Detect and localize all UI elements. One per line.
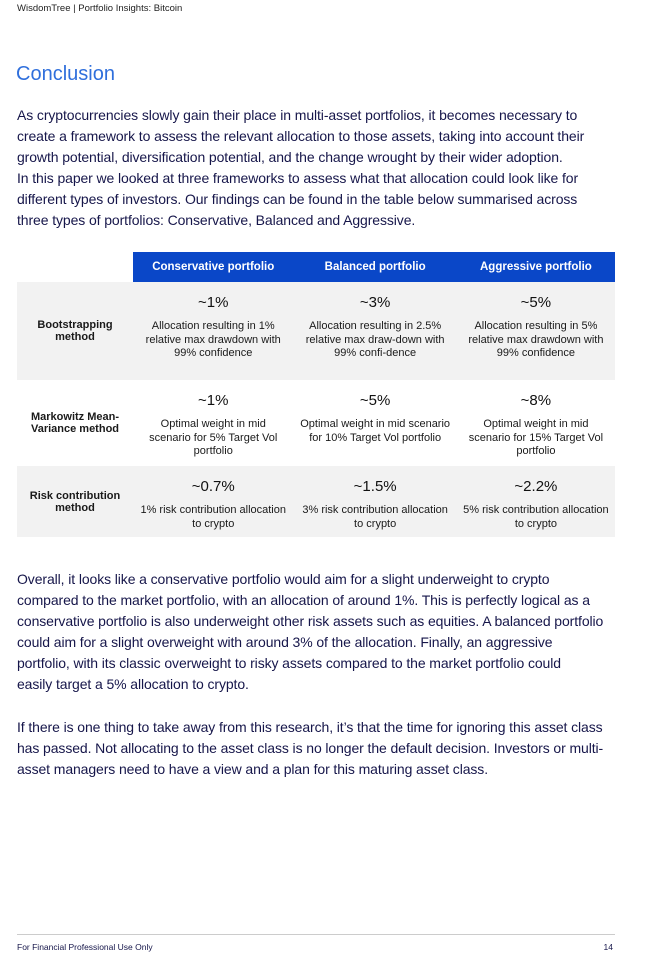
text-line: asset managers need to have a view and a…: [17, 761, 488, 777]
table-row: Risk contribution method ~0.7% 1% risk con…: [17, 466, 615, 537]
page-number: 14: [603, 942, 613, 952]
allocation-value: ~5%: [359, 392, 391, 409]
allocation-description: Allocation resulting in 2.5% relative ma…: [305, 320, 445, 359]
text-line: create a framework to assess the relevan…: [17, 128, 585, 144]
allocation-value: ~0.7%: [191, 478, 235, 495]
col-header-conservative: Conservative portfolio: [133, 252, 294, 282]
allocation-description: 1% risk contribution allocation to crypt…: [140, 504, 286, 530]
footer-divider: [17, 934, 615, 935]
allocation-description: 3% risk contribution allocation to crypt…: [302, 504, 448, 530]
table-cell: ~5% Optimal weight in mid scenario for 10…: [293, 380, 456, 466]
text-line: growth potential, diversification potent…: [17, 149, 563, 165]
allocation-description: Allocation resulting in 1% relative max …: [145, 320, 281, 359]
text-line: three types of portfolios: Conservative,…: [17, 212, 416, 228]
table-cell: ~1% Optimal weight in mid scenario for 5%…: [133, 380, 293, 466]
allocation-value: ~1%: [198, 294, 229, 311]
allocation-description: Optimal weight in mid scenario for 5% Ta…: [149, 418, 278, 457]
running-header: WisdomTree | Portfolio Insights: Bitcoin: [17, 3, 183, 14]
table-corner: [17, 252, 133, 282]
table-cell: ~3% Allocation resulting in 2.5% relative…: [293, 282, 457, 380]
text-line: conservative portfolio is also underweig…: [17, 613, 604, 629]
table-cell: ~1.5% 3% risk contribution allocation to …: [293, 466, 457, 537]
text-line: Overall, it looks like a conservative po…: [17, 571, 550, 587]
text-line: could aim for a slight overweight with a…: [17, 634, 553, 650]
allocation-description: Allocation resulting in 5% relative max …: [468, 320, 604, 359]
text-line: different types of investors. Our findin…: [17, 191, 578, 207]
text-line: portfolio, with its classic overweight t…: [17, 655, 561, 671]
allocation-value: ~5%: [520, 294, 552, 311]
allocation-description: Optimal weight in mid scenario for 10% T…: [300, 418, 451, 444]
text-line: compared to the market portfolio, with a…: [17, 592, 590, 608]
allocation-value: ~3%: [359, 294, 391, 311]
intro-paragraph: As cryptocurrencies slowly gain their pl…: [17, 105, 584, 231]
overall-paragraph: Overall, it looks like a conservative po…: [17, 569, 603, 695]
text-line: If there is one thing to take away from …: [17, 719, 603, 735]
table-cell: ~1% Allocation resulting in 1% relative m…: [133, 282, 294, 380]
allocation-value: ~1%: [198, 392, 229, 409]
table-cell: ~2.2% 5% risk contribution allocation to …: [456, 466, 615, 537]
table-row: Markowitz Mean-Variance method ~1% Optimal…: [17, 380, 615, 466]
allocation-value: ~8%: [520, 392, 552, 409]
findings-table: Conservative portfolio Balanced portfoli…: [17, 252, 615, 537]
closing-paragraph: If there is one thing to take away from …: [17, 717, 603, 780]
row-label: Bootstrapping method: [17, 282, 133, 380]
table-cell: ~8% Optimal weight in mid scenario for 15…: [457, 380, 615, 466]
row-label: Markowitz Mean-Variance method: [30, 411, 120, 435]
table-row: Bootstrapping method ~1% Allocation result…: [17, 282, 615, 380]
text-line: easily target a 5% allocation to crypto.: [17, 676, 249, 692]
table-cell: ~5% Allocation resulting in 5% relative m…: [456, 282, 615, 380]
text-line: has passed. Not allocating to the asset …: [17, 740, 604, 756]
allocation-description: 5% risk contribution allocation to crypt…: [463, 504, 609, 530]
section-title: Conclusion: [16, 63, 115, 85]
text-line: As cryptocurrencies slowly gain their pl…: [17, 107, 578, 123]
allocation-value: ~1.5%: [353, 478, 397, 495]
table-cell: ~0.7% 1% risk contribution allocation to …: [133, 466, 294, 537]
col-header-aggressive: Aggressive portfolio: [456, 252, 615, 282]
footer-disclaimer: For Financial Professional Use Only: [17, 942, 153, 952]
row-label: Risk contribution method: [17, 466, 133, 537]
text-line: In this paper we looked at three framewo…: [17, 170, 579, 186]
allocation-value: ~2.2%: [514, 478, 558, 495]
allocation-description: Optimal weight in mid scenario for 15% T…: [468, 418, 604, 457]
col-header-balanced: Balanced portfolio: [293, 252, 457, 282]
